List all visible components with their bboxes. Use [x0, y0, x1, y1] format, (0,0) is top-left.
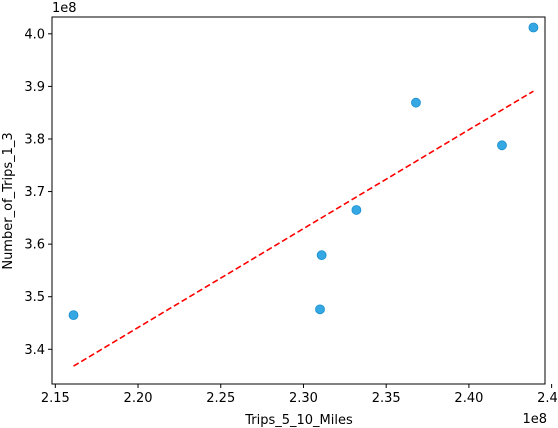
data-point: [68, 310, 79, 321]
x-tick-label: 2.45: [537, 391, 558, 406]
plot-frame: [51, 16, 546, 385]
data-point: [411, 97, 421, 108]
y-tick-label: 3.9: [24, 80, 45, 95]
points-layer: [68, 22, 539, 321]
x-offset-label: 1e8: [522, 412, 547, 427]
x-tick-label: 2.25: [206, 391, 235, 406]
x-tick-label: 2.15: [41, 391, 70, 406]
x-tick-label: 2.35: [372, 391, 401, 406]
x-tick-label: 2.40: [454, 391, 483, 406]
data-point: [316, 250, 327, 261]
data-point: [528, 22, 539, 33]
data-point: [315, 304, 325, 315]
x-tick-label: 2.30: [289, 391, 318, 406]
trendline-layer: [73, 90, 534, 367]
y-tick-label: 3.8: [24, 132, 45, 147]
x-axis-label: Trips_5_10_Miles: [244, 413, 353, 428]
svg-text:1e8: 1e8: [52, 1, 77, 16]
y-tick-label: 4.0: [24, 27, 45, 42]
trendline: [73, 90, 534, 367]
data-point: [351, 205, 362, 215]
y-tick-label: 3.6: [24, 238, 45, 253]
x-tick-label: 2.20: [124, 391, 153, 406]
data-point: [497, 140, 507, 151]
y-tick-label: 3.7: [24, 185, 45, 200]
y-tick-label: 3.4: [24, 343, 45, 358]
axes-layer: 2.15 2.20 2.25 2.30 2.35 2.40 2.45 3.4 3.5 3.6 3.7…: [24, 16, 558, 406]
y-offset-label: 1e8: [52, 1, 77, 16]
y-tick-label: 3.5: [24, 290, 45, 305]
y-axis-label: Number_of_Trips_1_3: [1, 132, 16, 269]
